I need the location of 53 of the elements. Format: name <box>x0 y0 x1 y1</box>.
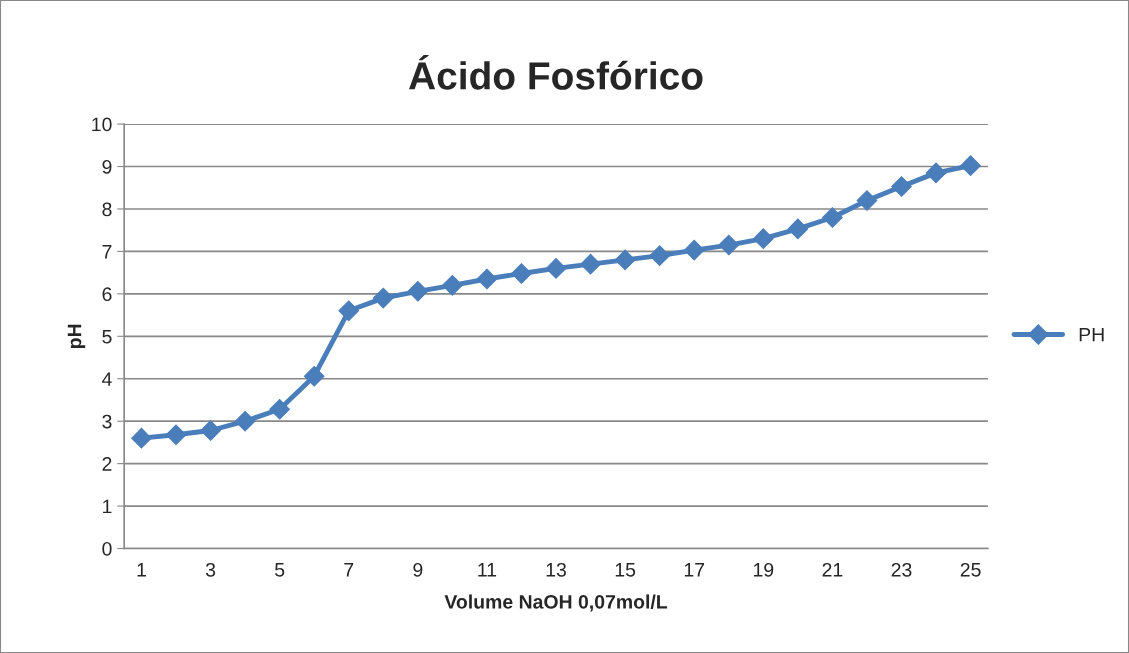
x-tick-label: 11 <box>478 563 497 577</box>
y-tick-label: 6 <box>102 287 112 302</box>
x-tick-label: 7 <box>344 563 354 577</box>
point <box>372 287 394 309</box>
point <box>165 424 187 446</box>
x-tick-label: 9 <box>413 562 423 577</box>
point <box>649 245 671 266</box>
point <box>303 365 325 387</box>
point <box>234 410 256 432</box>
x-tick-label: 13 <box>546 562 566 577</box>
point <box>580 253 601 275</box>
point <box>131 427 152 449</box>
point <box>545 258 567 279</box>
x-tick-label: 25 <box>960 562 981 577</box>
x-tick-label: 21 <box>822 562 843 577</box>
point <box>511 263 532 284</box>
point <box>752 228 774 250</box>
y-tick-label: 7 <box>102 245 112 259</box>
point <box>787 218 809 240</box>
x-axis-title: Volume NaOH 0,07mol/L <box>444 594 668 612</box>
point <box>200 420 221 441</box>
chart-title: Ácido Fosfórico <box>409 54 703 90</box>
point <box>683 239 705 261</box>
x-tick-label: 19 <box>753 562 774 577</box>
point <box>338 300 360 322</box>
y-axis-title: pH <box>67 324 86 348</box>
point <box>476 268 498 290</box>
point <box>407 280 429 302</box>
y-tick-label: 3 <box>102 414 112 429</box>
point <box>718 234 740 256</box>
x-tick-label: 23 <box>891 562 912 577</box>
x-tick-label: 17 <box>684 563 705 577</box>
point <box>442 275 463 296</box>
legend-label: PH <box>1079 327 1104 342</box>
x-tick-label: 15 <box>615 563 636 577</box>
point <box>856 190 878 211</box>
y-tick-label: 5 <box>102 329 112 344</box>
x-tick-label: 3 <box>205 562 216 577</box>
point <box>925 162 947 184</box>
y-tick-label: 2 <box>102 457 112 471</box>
x-tick-label: 5 <box>275 563 285 577</box>
y-tick-label: 9 <box>102 159 112 174</box>
point <box>269 398 290 420</box>
y-tick-label: 1 <box>103 499 112 514</box>
y-tick-label: 8 <box>102 202 112 217</box>
y-tick-label: 10 <box>92 117 112 132</box>
point <box>822 207 843 228</box>
x-tick-label: 1 <box>137 563 146 577</box>
y-tick-label: 0 <box>102 541 112 556</box>
point <box>614 249 636 271</box>
point <box>891 176 912 197</box>
y-tick-label: 4 <box>102 372 112 386</box>
point <box>960 155 981 177</box>
